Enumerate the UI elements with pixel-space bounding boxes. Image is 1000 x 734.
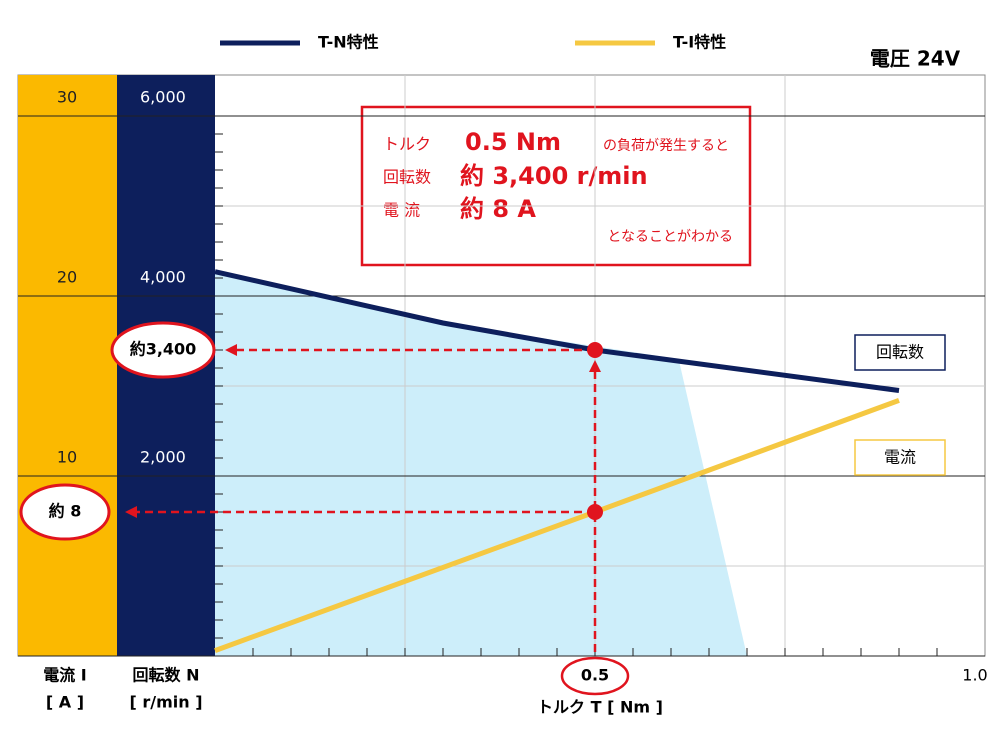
series-line (214, 269, 900, 393)
y2-unit: [ A ] (46, 693, 84, 712)
callout-text: となることがわかる (607, 229, 733, 245)
y-label: 回転数 N (133, 666, 200, 685)
y2-tick-label: 10 (57, 448, 77, 467)
y2-label: 電流 I (43, 666, 87, 685)
arrow-head (225, 344, 237, 356)
series-label-box (854, 334, 946, 371)
x-tick-label: 1.0 (962, 666, 987, 685)
x-tick-label: 0.5 (581, 666, 609, 685)
y-tick-label: 6,000 (140, 88, 186, 107)
callout-text: 回転数 (383, 168, 431, 187)
legend-label: T-N特性 (318, 33, 379, 52)
callout-text: 約 3,400 r/min (460, 162, 648, 190)
x-label: トルク T [ Nm ] (537, 698, 663, 717)
callout-text: の負荷が発生すると (603, 138, 729, 154)
callout-text: トルク (383, 135, 431, 154)
operating-region (215, 271, 747, 656)
series-label: 電流 (884, 448, 916, 467)
current-axis-band (18, 75, 117, 656)
series-label-box (854, 439, 946, 476)
tick-highlight (560, 656, 630, 696)
series-label: 回転数 (876, 343, 924, 362)
readout-label: 約3,400 (130, 340, 197, 359)
readout-point (587, 504, 603, 520)
y-unit: [ r/min ] (129, 693, 202, 712)
y-tick-label: 2,000 (140, 448, 186, 467)
callout-text: 約 8 A (460, 195, 536, 223)
readout-point (587, 342, 603, 358)
arrow-head (125, 506, 137, 518)
readout-ellipse (19, 483, 111, 541)
voltage-label: 電圧 24V (870, 47, 961, 71)
callout-text: 電 流 (383, 201, 420, 220)
readout-label: 約 8 (49, 502, 82, 521)
readout-ellipse (110, 321, 216, 379)
arrow-head (589, 360, 601, 372)
y2-tick-label: 20 (57, 268, 77, 287)
callout-box (360, 105, 752, 267)
y2-tick-label: 30 (57, 88, 77, 107)
y-tick-label: 4,000 (140, 268, 186, 287)
callout-text: 0.5 Nm (465, 128, 561, 156)
legend-label: T-I特性 (673, 33, 726, 52)
